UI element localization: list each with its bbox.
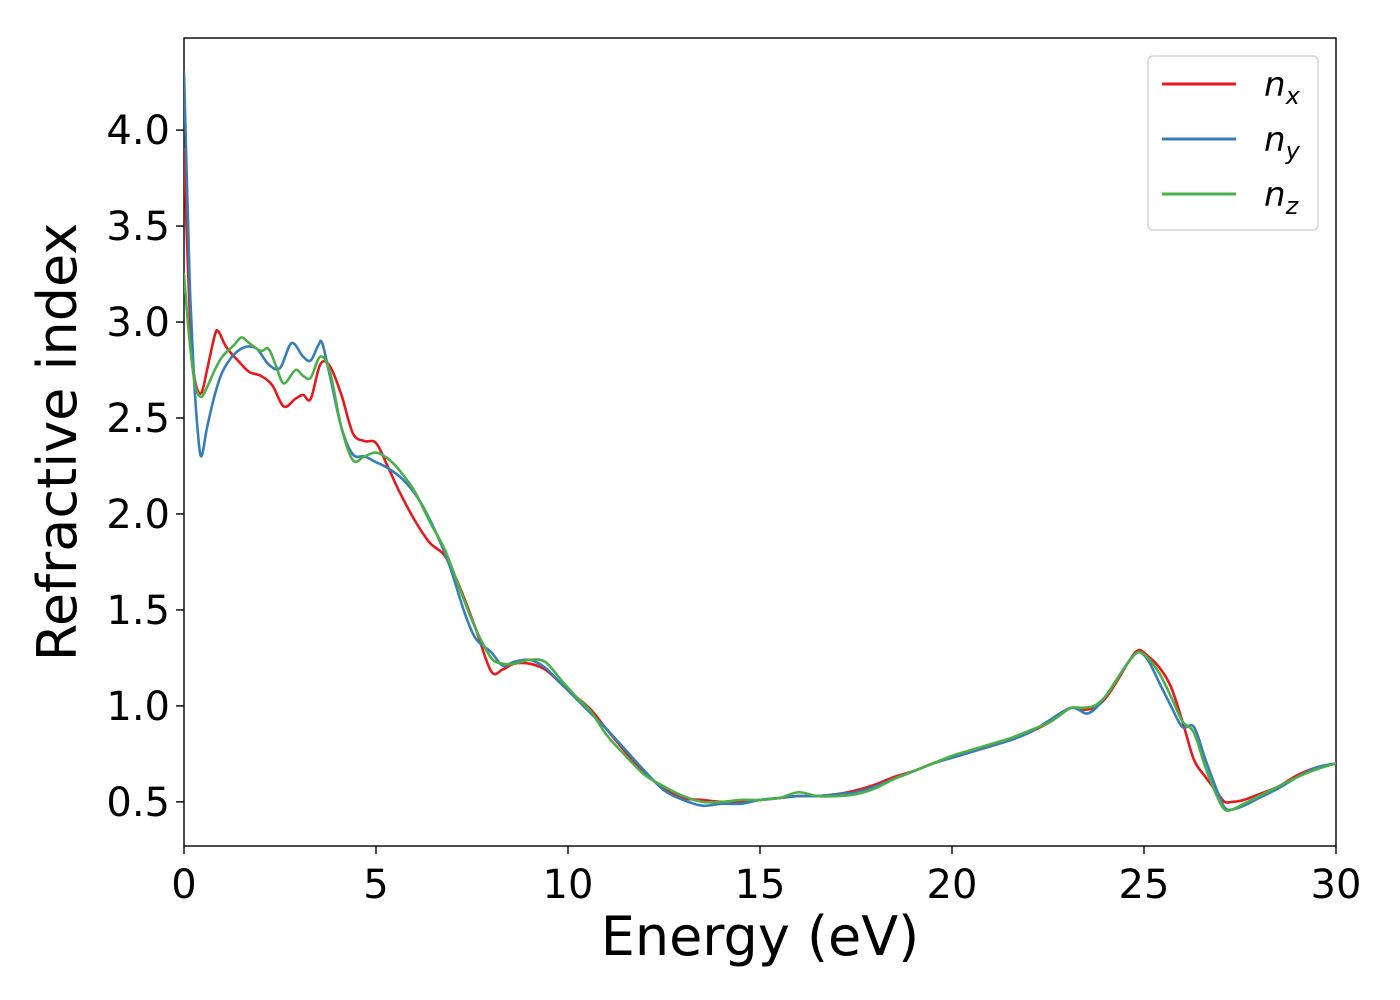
legend: nx ny nz [1147, 55, 1319, 231]
y-tick-label: 3.0 [106, 300, 170, 346]
legend-label-ny: ny [1264, 120, 1301, 165]
y-tick-label: 2.5 [106, 396, 170, 442]
y-tick-label: 4.0 [106, 108, 170, 154]
y-axis: 0.5 1.0 1.5 2.0 2.5 3.0 3.5 4.0 [106, 108, 184, 826]
x-axis-label: Energy (eV) [601, 905, 920, 968]
x-tick-label: 15 [735, 862, 786, 908]
y-axis-label: Refractive index [26, 223, 89, 662]
legend-label-nx: nx [1264, 65, 1301, 110]
legend-label-nz: nz [1264, 175, 1300, 220]
y-tick-label: 3.5 [106, 204, 170, 250]
x-tick-label: 10 [543, 862, 594, 908]
legend-box [1147, 55, 1319, 231]
series-line-nx [184, 148, 1336, 804]
y-tick-label: 0.5 [106, 780, 170, 826]
x-axis: 0 5 10 15 20 25 30 [171, 846, 1361, 908]
y-tick-label: 1.0 [106, 684, 170, 730]
x-tick-label: 25 [1119, 862, 1170, 908]
x-tick-label: 0 [171, 862, 196, 908]
series-layer [184, 71, 1336, 813]
x-tick-label: 20 [927, 862, 978, 908]
x-tick-label: 30 [1311, 862, 1362, 908]
x-tick-label: 5 [363, 862, 388, 908]
y-tick-label: 1.5 [106, 588, 170, 634]
series-line-nz [184, 272, 1336, 813]
y-tick-label: 2.0 [106, 492, 170, 538]
